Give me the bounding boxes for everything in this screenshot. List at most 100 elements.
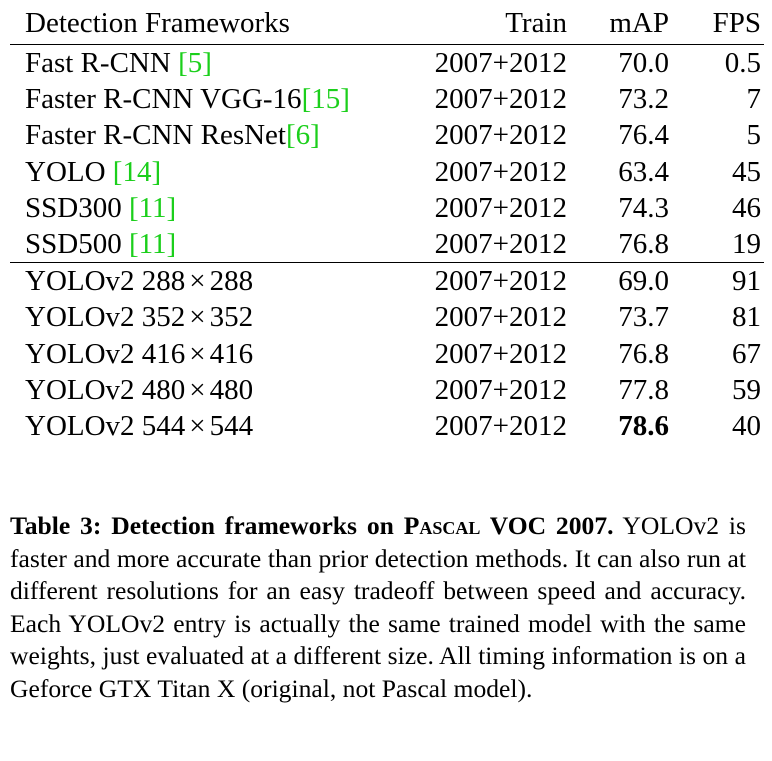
map-cell: 70.0	[618, 47, 669, 79]
table-row: Fast R-CNN [5] 2007+2012 70.0 0.5	[10, 45, 764, 82]
times-symbol: ×	[189, 373, 206, 406]
header-fps: FPS	[712, 7, 761, 39]
framework-name: Fast R-CNN [5]	[10, 45, 397, 82]
caption-title-smallcaps: Pascal	[403, 511, 481, 540]
table-caption: Table 3: Detection frameworks on Pascal …	[10, 510, 746, 706]
fps-cell: 59	[732, 373, 761, 406]
caption-title: Detection frameworks on Pascal VOC 2007.	[111, 511, 613, 540]
fps-cell: 5	[746, 119, 762, 152]
map-cell: 76.8	[618, 228, 669, 261]
table-row: Faster R-CNN ResNet[6] 2007+2012 76.4 5	[10, 117, 764, 153]
train-cell: 2007+2012	[434, 47, 567, 79]
resolution-width: 288	[141, 265, 186, 298]
header-train: Train	[505, 7, 567, 39]
train-cell: 2007+2012	[434, 119, 567, 152]
model-label: YOLOv2	[25, 337, 135, 370]
fps-cell: 91	[732, 265, 761, 298]
caption-title-pre: Detection frameworks on	[111, 511, 404, 540]
framework-name: YOLOv2 288 × 288	[10, 263, 397, 300]
train-cell: 2007+2012	[434, 373, 567, 406]
framework-label: SSD500	[25, 228, 129, 261]
table-row: YOLO [14] 2007+2012 63.4 45	[10, 154, 764, 190]
framework-name: SSD300 [11]	[10, 190, 397, 226]
map-cell: 73.2	[618, 83, 669, 116]
map-cell: 76.4	[618, 119, 669, 152]
fps-cell: 7	[746, 83, 762, 116]
resolution-height: 544	[209, 410, 254, 443]
framework-name: YOLOv2 352 × 352	[10, 299, 397, 335]
framework-name: SSD500 [11]	[10, 226, 397, 263]
train-cell: 2007+2012	[434, 228, 567, 261]
caption-label: Table 3:	[10, 511, 102, 540]
resolution-height: 288	[209, 265, 254, 298]
table-row: YOLOv2 416 × 416 2007+2012 76.8 67	[10, 336, 764, 372]
framework-label: Faster R-CNN VGG-16	[25, 83, 302, 116]
citation-link[interactable]: [6]	[285, 119, 320, 152]
fps-cell: 81	[732, 301, 761, 334]
resolution-width: 544	[141, 410, 186, 443]
times-symbol: ×	[189, 265, 206, 298]
table-row: YOLOv2 480 × 480 2007+2012 77.8 59	[10, 372, 764, 408]
framework-name: YOLOv2 544 × 544	[10, 408, 397, 444]
resolution-width: 352	[141, 301, 186, 334]
framework-label: SSD300	[25, 191, 129, 224]
resolution-height: 480	[209, 373, 254, 406]
resolution-width: 480	[141, 373, 186, 406]
framework-name: Faster R-CNN VGG-16[15]	[10, 81, 397, 117]
results-table: Detection Frameworks Train mAP FPS Fast …	[10, 2, 764, 444]
table-row: Faster R-CNN VGG-16[15] 2007+2012 73.2 7	[10, 81, 764, 117]
fps-cell: 40	[732, 410, 761, 443]
table-row: YOLOv2 352 × 352 2007+2012 73.7 81	[10, 299, 764, 335]
resolution-height: 352	[209, 301, 254, 334]
train-cell: 2007+2012	[434, 191, 567, 224]
table-row: YOLOv2 544 × 544 2007+2012 78.6 40	[10, 408, 764, 444]
resolution-width: 416	[141, 337, 186, 370]
framework-name: Faster R-CNN ResNet[6]	[10, 117, 397, 153]
map-cell: 69.0	[618, 265, 669, 298]
header-map: mAP	[609, 7, 669, 39]
header-detection-frameworks: Detection Frameworks	[25, 7, 290, 39]
map-cell: 73.7	[618, 301, 669, 334]
table-row: SSD500 [11] 2007+2012 76.8 19	[10, 226, 764, 263]
table-row: YOLOv2 288 × 288 2007+2012 69.0 91	[10, 262, 764, 300]
model-label: YOLOv2	[25, 410, 135, 443]
framework-label: Fast R-CNN	[25, 47, 179, 79]
caption-title-post: VOC 2007.	[480, 511, 614, 540]
fps-cell: 67	[732, 337, 761, 370]
times-symbol: ×	[189, 301, 206, 334]
train-cell: 2007+2012	[434, 410, 567, 443]
results-table-container: Detection Frameworks Train mAP FPS Fast …	[10, 2, 764, 444]
citation-link[interactable]: [5]	[178, 47, 212, 79]
framework-name: YOLOv2 480 × 480	[10, 372, 397, 408]
model-label: YOLOv2	[25, 265, 135, 298]
framework-name: YOLOv2 416 × 416	[10, 336, 397, 372]
map-cell-best: 78.6	[618, 410, 669, 443]
train-cell: 2007+2012	[434, 265, 567, 298]
framework-name: YOLO [14]	[10, 154, 397, 190]
fps-cell: 19	[732, 228, 761, 261]
citation-link[interactable]: [11]	[128, 228, 177, 261]
caption-body: YOLOv2 is faster and more accurate than …	[10, 511, 746, 703]
times-symbol: ×	[189, 410, 206, 443]
train-cell: 2007+2012	[434, 83, 567, 116]
map-cell: 63.4	[618, 155, 669, 188]
table-header-row: Detection Frameworks Train mAP FPS	[10, 2, 764, 45]
citation-link[interactable]: [15]	[301, 83, 350, 116]
map-cell: 77.8	[618, 373, 669, 406]
model-label: YOLOv2	[25, 373, 135, 406]
map-cell: 76.8	[618, 337, 669, 370]
train-cell: 2007+2012	[434, 337, 567, 370]
fps-cell: 45	[732, 155, 761, 188]
framework-label: YOLO	[25, 155, 113, 188]
citation-link[interactable]: [14]	[112, 155, 162, 188]
train-cell: 2007+2012	[434, 155, 567, 188]
fps-cell: 46	[732, 191, 761, 224]
framework-label: Faster R-CNN ResNet	[25, 119, 286, 152]
table-row: SSD300 [11] 2007+2012 74.3 46	[10, 190, 764, 226]
fps-cell: 0.5	[724, 47, 761, 79]
train-cell: 2007+2012	[434, 301, 567, 334]
times-symbol: ×	[189, 337, 206, 370]
map-cell: 74.3	[618, 191, 669, 224]
citation-link[interactable]: [11]	[128, 191, 177, 224]
resolution-height: 416	[209, 337, 254, 370]
